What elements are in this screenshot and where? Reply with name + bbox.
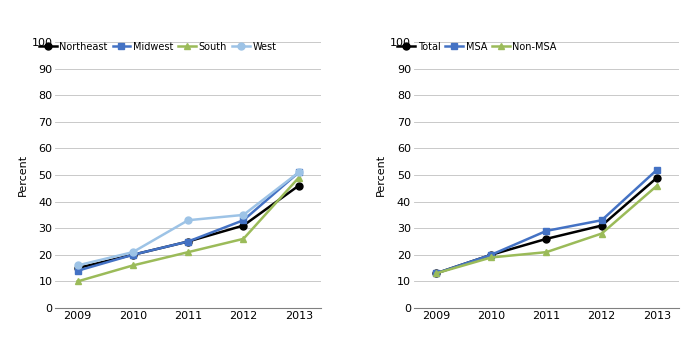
MSA bbox=[487, 253, 495, 257]
West bbox=[239, 213, 247, 217]
West bbox=[73, 263, 82, 267]
Total bbox=[432, 271, 440, 275]
West bbox=[129, 250, 137, 254]
Total bbox=[597, 223, 606, 228]
MSA bbox=[432, 271, 440, 275]
Line: Non-MSA: Non-MSA bbox=[432, 182, 660, 277]
Total bbox=[487, 253, 495, 257]
Northeast bbox=[239, 223, 247, 228]
West bbox=[295, 170, 303, 174]
Line: MSA: MSA bbox=[432, 166, 660, 277]
Line: West: West bbox=[74, 169, 302, 269]
South bbox=[184, 250, 192, 254]
Non-MSA bbox=[432, 271, 440, 275]
Northeast bbox=[129, 253, 137, 257]
South bbox=[239, 237, 247, 241]
Line: Midwest: Midwest bbox=[74, 169, 302, 274]
Non-MSA bbox=[487, 256, 495, 260]
MSA bbox=[653, 168, 661, 172]
Non-MSA bbox=[543, 250, 551, 254]
Line: Northeast: Northeast bbox=[74, 182, 302, 272]
Non-MSA bbox=[597, 231, 606, 236]
South bbox=[73, 279, 82, 284]
Legend: Total, MSA, Non-MSA: Total, MSA, Non-MSA bbox=[397, 42, 557, 51]
Y-axis label: Percent: Percent bbox=[17, 154, 28, 196]
Total bbox=[543, 237, 551, 241]
Legend: Northeast, Midwest, South, West: Northeast, Midwest, South, West bbox=[39, 42, 277, 51]
MSA bbox=[597, 218, 606, 222]
Northeast bbox=[73, 266, 82, 270]
MSA bbox=[543, 229, 551, 233]
Northeast bbox=[295, 183, 303, 188]
South bbox=[129, 263, 137, 267]
Midwest bbox=[239, 218, 247, 222]
Midwest bbox=[129, 253, 137, 257]
Northeast bbox=[184, 239, 192, 244]
Midwest bbox=[73, 269, 82, 273]
Total bbox=[653, 176, 661, 180]
Non-MSA bbox=[653, 183, 661, 188]
Midwest bbox=[295, 170, 303, 174]
West bbox=[184, 218, 192, 222]
Y-axis label: Percent: Percent bbox=[376, 154, 386, 196]
Line: South: South bbox=[74, 174, 302, 285]
Midwest bbox=[184, 239, 192, 244]
Line: Total: Total bbox=[432, 174, 660, 277]
South bbox=[295, 176, 303, 180]
